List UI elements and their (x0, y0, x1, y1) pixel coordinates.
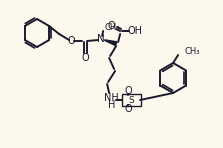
FancyBboxPatch shape (122, 94, 141, 106)
Text: O: O (67, 36, 75, 46)
Text: N: N (97, 34, 105, 44)
Text: O: O (81, 53, 89, 63)
Text: H: H (108, 100, 116, 110)
Polygon shape (105, 40, 117, 46)
Text: O: O (124, 86, 132, 96)
Text: S: S (128, 95, 134, 104)
Text: CH₃: CH₃ (104, 22, 120, 32)
Text: OH: OH (128, 26, 143, 36)
Text: CH₃: CH₃ (184, 46, 200, 56)
Text: O: O (124, 104, 132, 114)
Text: O: O (107, 21, 115, 31)
Text: NH: NH (104, 93, 118, 103)
